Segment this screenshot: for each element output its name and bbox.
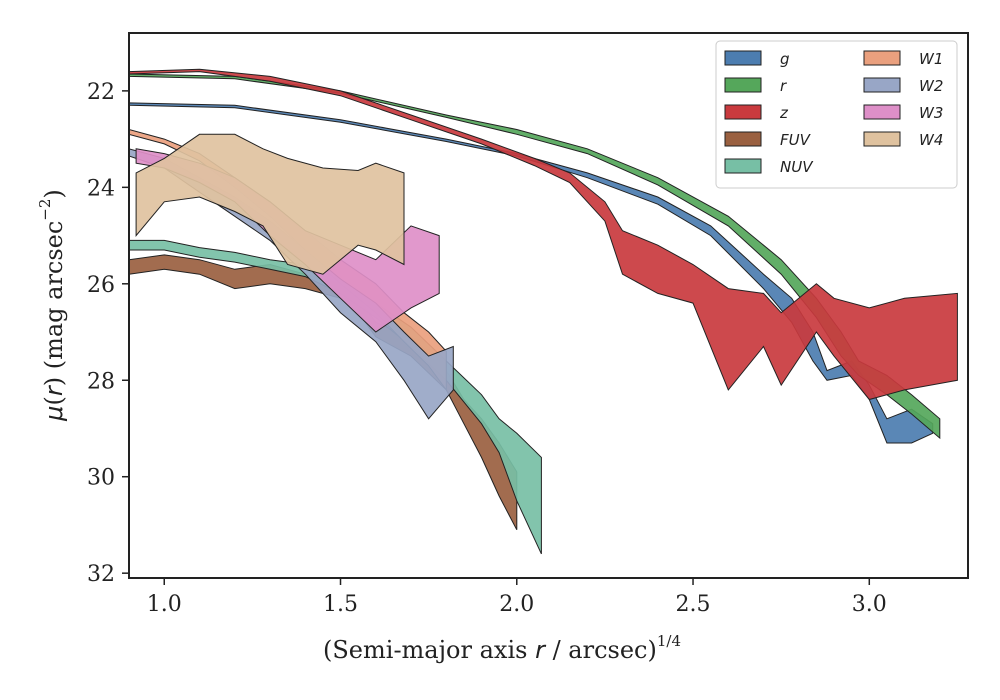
legend-label-w1: W1	[919, 50, 943, 68]
legend-swatch-nuv	[724, 158, 762, 174]
legend-label-z: z	[779, 104, 789, 122]
series-band-r	[129, 73, 941, 440]
legend-label-fuv: FUV	[780, 131, 812, 149]
plot-area	[129, 68, 958, 555]
legend-swatch-w3	[863, 104, 901, 120]
legend-label-w4: W4	[919, 131, 943, 149]
axes-frame	[128, 32, 969, 579]
legend: grz FUV NUV W1 W2 W3 W4	[715, 40, 958, 189]
y-tick-label: 32	[87, 562, 115, 587]
y-tick-label: 24	[87, 176, 115, 201]
y-tick-label: 22	[87, 80, 115, 105]
series-band-z	[129, 68, 958, 401]
y-axis: 22 24 26 28 30 32	[87, 80, 129, 587]
legend-label-r: r	[780, 77, 787, 95]
x-axis-title-text: (Semi-major axis r / arcsec)1/4	[323, 632, 681, 664]
y-axis-title-text: μ(r) (mag arcsec−2)	[36, 189, 68, 422]
y-tick-label: 28	[87, 369, 115, 394]
y-tick-label: 26	[87, 273, 115, 298]
legend-swatch-r	[724, 77, 762, 93]
y-tick-label: 30	[87, 466, 115, 491]
x-tick-label: 1.5	[323, 592, 358, 617]
x-axis: 1.0 1.5 2.0 2.5 3.0	[147, 578, 887, 617]
x-tick-label: 2.0	[499, 592, 534, 617]
legend-swatch-z	[724, 104, 762, 120]
legend-label-w2: W2	[919, 77, 943, 95]
legend-swatch-w2	[863, 77, 901, 93]
legend-label-nuv: NUV	[780, 158, 814, 176]
y-axis-title: μ(r) (mag arcsec−2)	[36, 189, 68, 422]
legend-label-w3: W3	[919, 104, 943, 122]
legend-swatch-g	[724, 50, 762, 66]
legend-swatch-fuv	[724, 131, 762, 147]
x-tick-label: 3.0	[852, 592, 887, 617]
x-tick-label: 2.5	[676, 592, 711, 617]
x-axis-title: (Semi-major axis r / arcsec)1/4	[323, 632, 681, 664]
legend-swatch-w1	[863, 50, 901, 66]
series-band-w4	[135, 133, 405, 275]
legend-swatch-w4	[863, 131, 901, 147]
legend-label-g: g	[780, 50, 790, 68]
x-tick-label: 1.0	[147, 592, 182, 617]
